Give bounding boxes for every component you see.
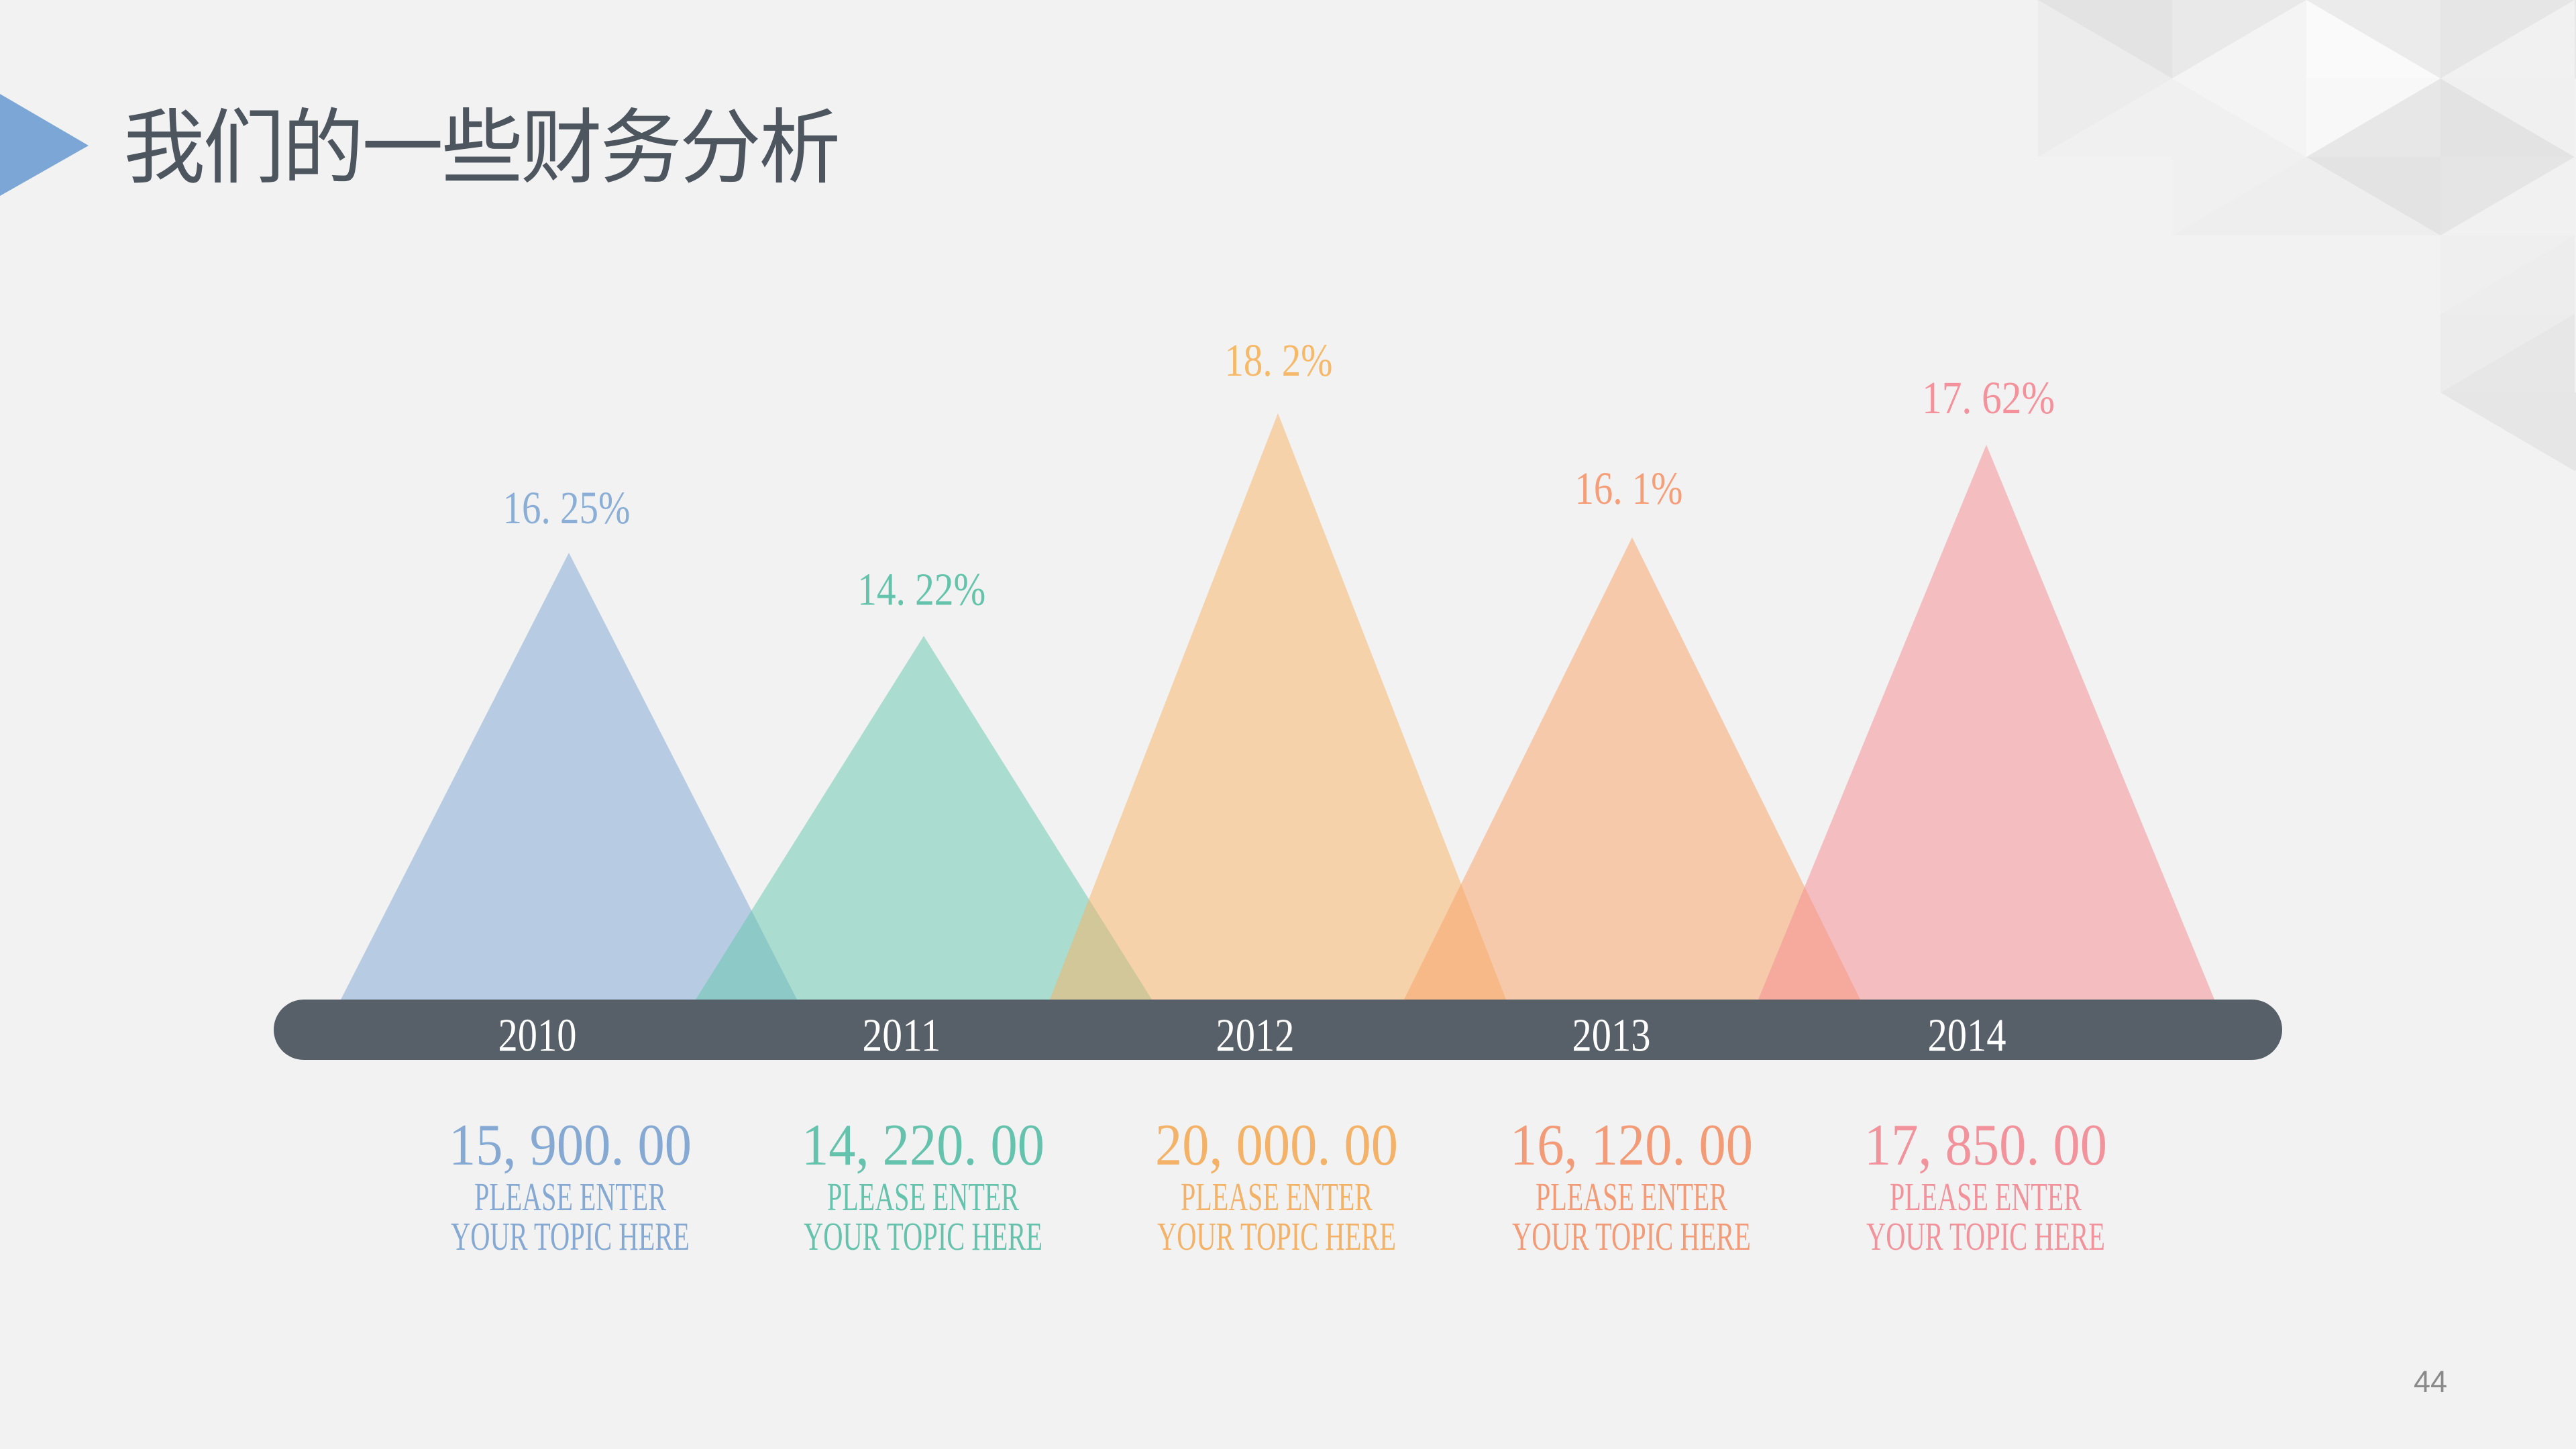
- svg-text:PLEASE ENTER: PLEASE ENTER: [474, 1175, 666, 1219]
- svg-text:2011: 2011: [863, 1010, 941, 1062]
- svg-text:YOUR TOPIC HERE: YOUR TOPIC HERE: [1157, 1214, 1396, 1258]
- svg-text:14. 22%: 14. 22%: [857, 564, 985, 615]
- svg-text:17. 62%: 17. 62%: [1922, 372, 2055, 423]
- svg-text:2012: 2012: [1216, 1010, 1295, 1062]
- svg-text:20, 000. 00: 20, 000. 00: [1155, 1113, 1398, 1178]
- svg-text:16, 120. 00: 16, 120. 00: [1510, 1113, 1753, 1178]
- svg-text:2014: 2014: [1928, 1010, 2006, 1062]
- svg-text:14, 220. 00: 14, 220. 00: [802, 1113, 1044, 1178]
- svg-text:PLEASE ENTER: PLEASE ENTER: [1181, 1175, 1373, 1219]
- svg-text:2010: 2010: [498, 1010, 577, 1062]
- svg-text:YOUR TOPIC HERE: YOUR TOPIC HERE: [804, 1214, 1042, 1258]
- svg-text:PLEASE ENTER: PLEASE ENTER: [1536, 1175, 1727, 1219]
- svg-text:PLEASE ENTER: PLEASE ENTER: [1890, 1175, 2082, 1219]
- svg-text:15, 900. 00: 15, 900. 00: [449, 1113, 692, 1178]
- svg-text:17, 850. 00: 17, 850. 00: [1864, 1113, 2107, 1178]
- svg-text:16. 25%: 16. 25%: [503, 482, 631, 533]
- svg-text:YOUR TOPIC HERE: YOUR TOPIC HERE: [1866, 1214, 2105, 1258]
- svg-text:PLEASE ENTER: PLEASE ENTER: [827, 1175, 1019, 1219]
- svg-text:YOUR TOPIC HERE: YOUR TOPIC HERE: [451, 1214, 690, 1258]
- svg-text:18. 2%: 18. 2%: [1225, 335, 1333, 386]
- svg-text:44: 44: [2414, 1364, 2447, 1399]
- svg-text:2013: 2013: [1572, 1010, 1651, 1062]
- svg-text:16. 1%: 16. 1%: [1575, 463, 1683, 514]
- svg-text:YOUR TOPIC HERE: YOUR TOPIC HERE: [1512, 1214, 1751, 1258]
